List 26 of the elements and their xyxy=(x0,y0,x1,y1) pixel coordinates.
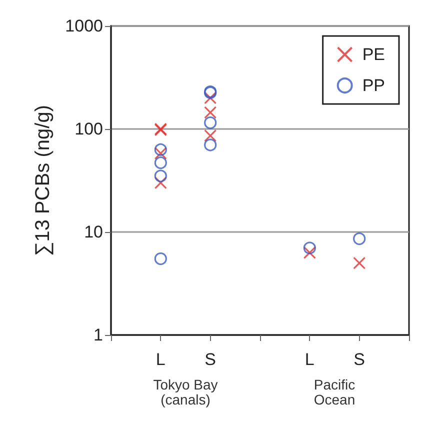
legend-label: PP xyxy=(362,76,386,95)
x-tick-label: L xyxy=(156,350,166,369)
x-tick-label: S xyxy=(354,350,366,369)
text: Tokyo Bay (canals) xyxy=(153,376,218,408)
legend-label: PE xyxy=(362,45,386,64)
y-tick-label: 10 xyxy=(84,222,103,242)
point xyxy=(154,176,167,190)
x-tick-label: S xyxy=(204,350,216,369)
point xyxy=(154,252,167,266)
point xyxy=(154,143,167,156)
y-axis-title: ∑13 PCBs (ng/g) xyxy=(32,105,54,256)
y-tick-label: 1 xyxy=(94,326,103,344)
point xyxy=(154,156,167,170)
text: Pacific Ocean xyxy=(314,376,356,408)
point xyxy=(303,246,316,259)
y-tick-label: 100 xyxy=(74,120,103,138)
point xyxy=(204,129,217,142)
y-tick-label: 1000 xyxy=(65,16,103,36)
point xyxy=(353,256,366,270)
x-tick-label: L xyxy=(304,350,314,369)
point xyxy=(154,147,167,160)
point xyxy=(353,232,366,246)
point xyxy=(204,116,217,130)
point xyxy=(204,138,217,152)
point xyxy=(154,170,167,182)
point xyxy=(303,242,316,254)
